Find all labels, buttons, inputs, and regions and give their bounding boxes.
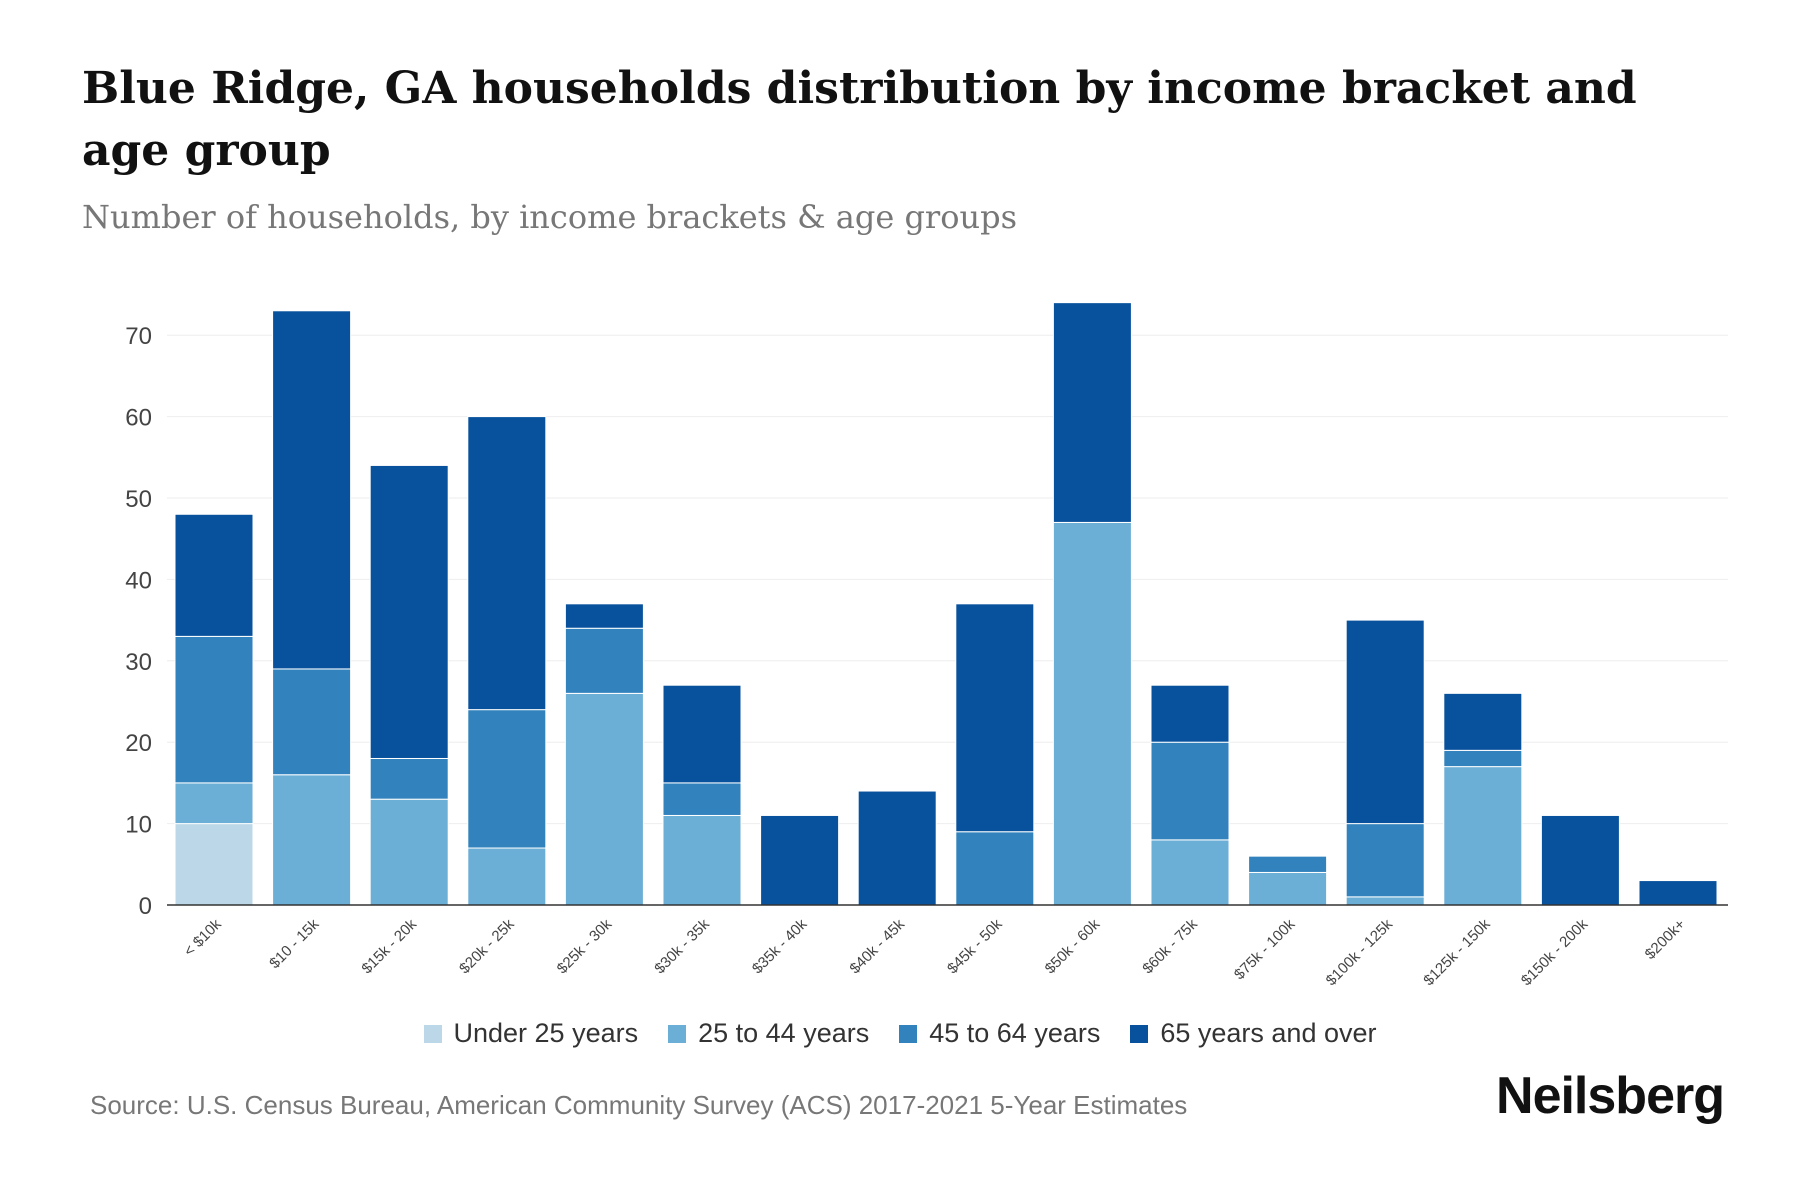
legend: Under 25 years 25 to 44 years 45 to 64 yea… — [0, 1018, 1800, 1049]
bar-segment — [1540, 814, 1620, 906]
bar-segment — [564, 627, 644, 694]
y-tick-label: 0 — [139, 893, 152, 920]
bar-segment — [1443, 766, 1523, 906]
x-tick-label: $40k - 45k — [846, 915, 908, 977]
bar-segment — [174, 823, 254, 906]
legend-swatch — [668, 1024, 687, 1043]
y-tick-label: 60 — [125, 405, 152, 432]
legend-item: 25 to 44 years — [668, 1018, 869, 1049]
chart-subtitle: Number of households, by income brackets… — [82, 198, 1017, 236]
bar-segment — [955, 603, 1035, 833]
bar-segment — [1248, 855, 1328, 873]
bar-segment — [174, 513, 254, 637]
bar-segment — [1638, 880, 1718, 906]
x-tick-label: $125k - 150k — [1420, 915, 1494, 989]
bar-segment — [1150, 741, 1230, 841]
bar-segment — [1052, 521, 1132, 906]
bar-segment — [467, 416, 547, 711]
x-tick-label: $200k+ — [1642, 916, 1689, 963]
bar-segment — [955, 831, 1035, 906]
bar-segment — [272, 668, 352, 776]
y-tick-label: 20 — [125, 730, 152, 757]
bar-segment — [1052, 302, 1132, 523]
y-tick-label: 10 — [125, 812, 152, 839]
bar-segment — [1345, 896, 1425, 906]
source-note: Source: U.S. Census Bureau, American Com… — [90, 1090, 1188, 1120]
x-tick-label: $25k - 30k — [554, 915, 616, 977]
bar-segment — [564, 603, 644, 629]
y-tick-label: 70 — [125, 323, 152, 350]
x-tick-label: $150k - 200k — [1518, 915, 1592, 989]
bar-segment — [662, 684, 742, 784]
bar-segment — [1248, 871, 1328, 906]
bar-segment — [369, 757, 449, 800]
legend-swatch — [1130, 1024, 1149, 1043]
legend-item: Under 25 years — [423, 1018, 639, 1049]
bar-segment — [174, 782, 254, 825]
y-tick-label: 40 — [125, 567, 152, 594]
legend-item: 65 years and over — [1130, 1018, 1377, 1049]
bar-segment — [662, 814, 742, 906]
bar-segment — [857, 790, 937, 906]
x-tick-label: < $10k — [181, 915, 226, 960]
bar-segment — [1443, 692, 1523, 751]
x-tick-label: $60k - 75k — [1139, 915, 1201, 977]
bar-segment — [1150, 684, 1230, 743]
legend-label: Under 25 years — [453, 1018, 639, 1048]
bar-segment — [369, 798, 449, 906]
bar-segment — [564, 692, 644, 906]
bar-segment — [760, 814, 840, 906]
legend-swatch — [899, 1024, 918, 1043]
y-tick-label: 30 — [125, 649, 152, 676]
legend-label: 25 to 44 years — [698, 1018, 870, 1048]
x-tick-label: $45k - 50k — [944, 915, 1006, 977]
bar-segment — [272, 774, 352, 906]
bar-segment — [369, 464, 449, 759]
legend-swatch — [423, 1024, 442, 1043]
x-tick-label: $100k - 125k — [1323, 915, 1397, 989]
legend-label: 45 to 64 years — [929, 1018, 1101, 1048]
x-tick-label: $50k - 60k — [1042, 915, 1104, 977]
chart-title: Blue Ridge, GA households distribution b… — [82, 63, 1637, 176]
y-tick-label: 50 — [125, 486, 152, 513]
bar-segment — [1345, 619, 1425, 825]
legend-label: 65 years and over — [1160, 1018, 1377, 1048]
bar-segment — [467, 709, 547, 849]
brand-logo: Neilsberg — [1496, 1067, 1725, 1125]
bar-segment — [174, 635, 254, 784]
bar-segment — [272, 310, 352, 670]
bar-segment — [467, 847, 547, 906]
x-tick-label: $20k - 25k — [456, 915, 518, 977]
x-tick-label: $35k - 40k — [749, 915, 811, 977]
bar-segment — [1150, 839, 1230, 906]
x-tick-label: $75k - 100k — [1231, 915, 1299, 983]
x-tick-label: $30k - 35k — [651, 915, 713, 977]
legend-item: 45 to 64 years — [899, 1018, 1100, 1049]
bar-segment — [662, 782, 742, 816]
x-tick-label: $15k - 20k — [358, 915, 420, 977]
x-tick-label: $10 - 15k — [266, 915, 323, 972]
bar-segment — [1443, 749, 1523, 768]
bar-segment — [1345, 823, 1425, 898]
